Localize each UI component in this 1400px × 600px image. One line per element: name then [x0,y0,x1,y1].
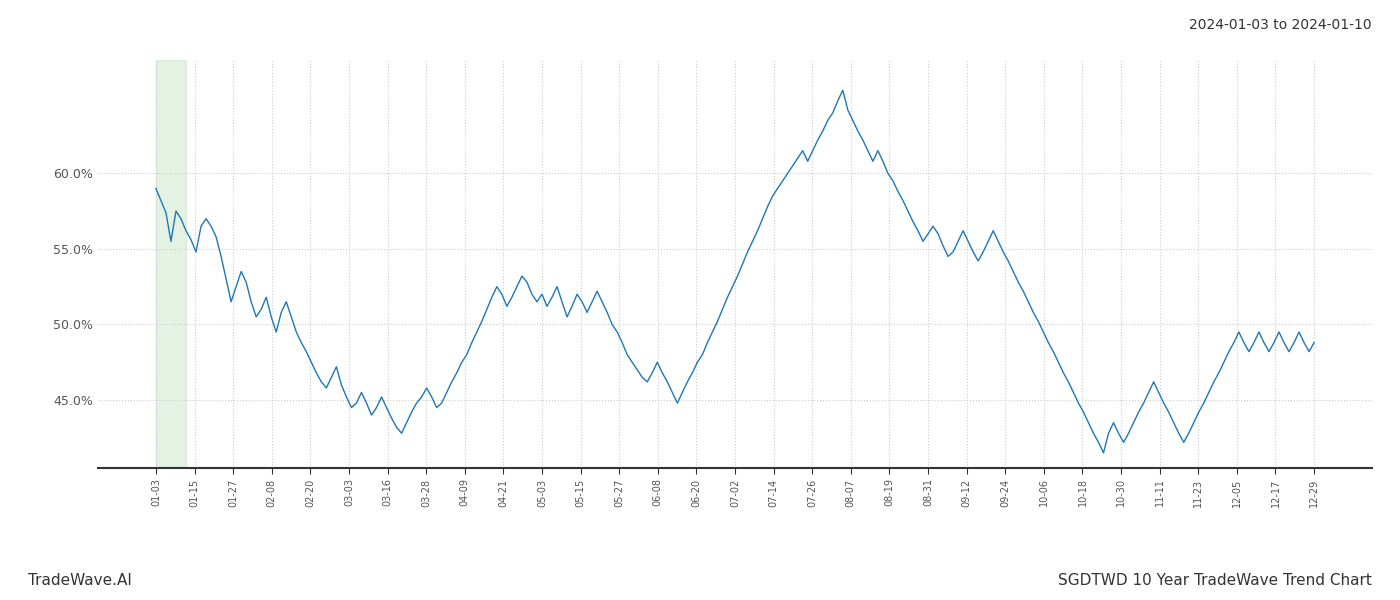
Text: 2024-01-03 to 2024-01-10: 2024-01-03 to 2024-01-10 [1190,18,1372,32]
Text: TradeWave.AI: TradeWave.AI [28,573,132,588]
Text: SGDTWD 10 Year TradeWave Trend Chart: SGDTWD 10 Year TradeWave Trend Chart [1058,573,1372,588]
Bar [155,60,186,468]
